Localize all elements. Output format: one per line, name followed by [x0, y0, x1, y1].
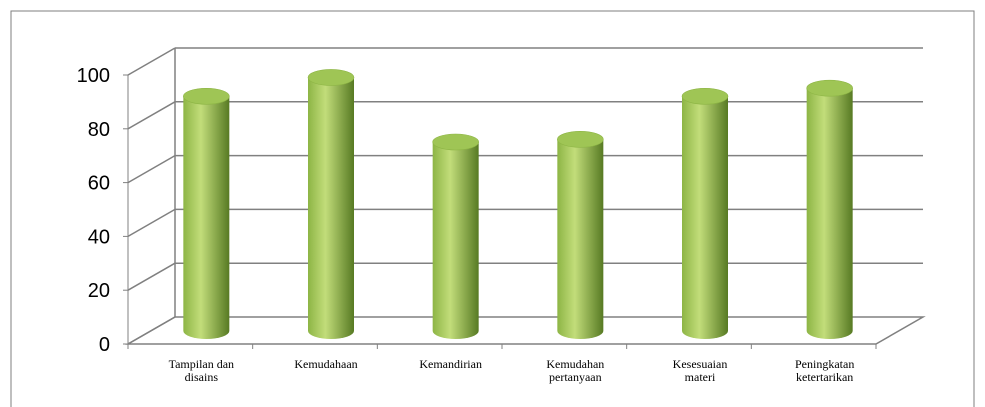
bar-top-5: [806, 79, 853, 97]
side-gridline-60: [127, 154, 176, 184]
x-tick-label-1: Kemudahaan: [294, 357, 357, 371]
bar-5: [806, 79, 853, 340]
y-axis-ticks: 0 20 40 60 80 100: [77, 65, 110, 356]
x-tick-label-2: Kemandirian: [419, 357, 482, 371]
bar-top-4: [681, 87, 729, 105]
x-tick-label-line: Tampilan dan: [169, 357, 234, 371]
x-axis-ticks: Tampilan dan disains Kemudahaan Kemandirian…: [169, 357, 855, 384]
x-tick-label-3: Kemudahan pertanyaan: [546, 357, 604, 384]
x-tick-label-line: materi: [685, 370, 716, 384]
bar-body-4: [682, 96, 728, 339]
bar-1: [307, 69, 355, 339]
bar-top-0: [183, 87, 230, 105]
side-gridline-80: [127, 101, 176, 130]
side-gridline-100: [127, 47, 176, 76]
bar-body-5: [806, 88, 853, 340]
y-tick-label-40: 40: [88, 226, 110, 248]
x-tick-label-line: Kemudahan: [546, 357, 604, 371]
bar-2: [432, 133, 479, 339]
bar-top-3: [557, 131, 604, 148]
chart-floor: [125, 316, 926, 345]
bars: [183, 69, 853, 340]
side-gridline-20: [127, 262, 176, 291]
bar-body-2: [432, 142, 479, 339]
bar-4: [681, 87, 729, 339]
bar-0: [183, 87, 230, 339]
x-tick-label-line: disains: [185, 370, 219, 384]
bar-body-0: [183, 96, 230, 339]
x-tick-label-line: Peningkatan: [795, 357, 854, 371]
x-tick-label-line: Kesesuaian: [673, 357, 728, 371]
x-tick-label-4: Kesesuaian materi: [673, 357, 728, 384]
x-tick-label-line: pertanyaan: [549, 370, 602, 384]
bar-3: [557, 131, 604, 339]
grid-layer: [123, 47, 926, 349]
x-tick-label-line: ketertarikan: [796, 370, 853, 384]
bar-body-3: [557, 139, 604, 339]
x-tick-label-0: Tampilan dan disains: [169, 357, 234, 384]
x-tick-label-5: Peningkatan ketertarikan: [795, 357, 854, 384]
y-tick-label-80: 80: [88, 119, 110, 141]
y-tick-label-0: 0: [99, 334, 110, 356]
x-tick-label-line: Kemudahaan: [294, 357, 357, 371]
y-tick-label-60: 60: [88, 173, 110, 195]
chart-frame: [10, 10, 975, 407]
bar-top-2: [432, 133, 479, 151]
y-tick-label-20: 20: [88, 280, 110, 302]
bar-body-1: [308, 77, 354, 339]
y-tick-label-100: 100: [77, 65, 110, 87]
bar-top-1: [307, 69, 355, 86]
side-gridline-40: [127, 208, 176, 238]
x-tick-label-line: Kemandirian: [419, 357, 482, 371]
